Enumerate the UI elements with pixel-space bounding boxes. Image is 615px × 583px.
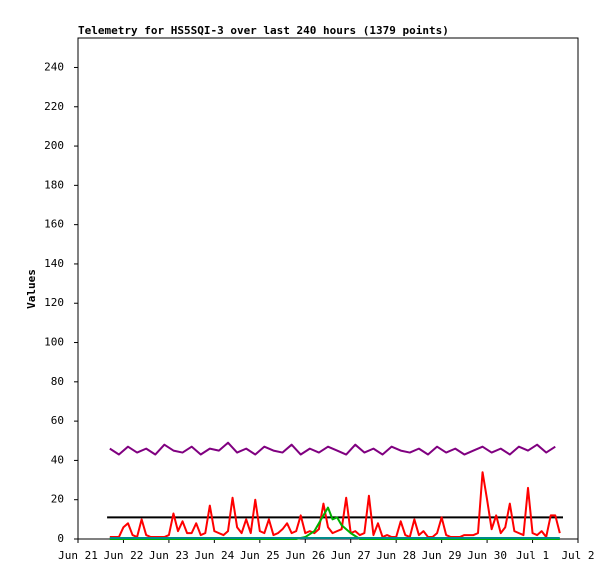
x-tick-label: Jun 23 — [149, 549, 189, 562]
y-tick-label: 40 — [51, 453, 64, 466]
y-axis-label: Values — [25, 269, 38, 309]
y-tick-label: 180 — [44, 178, 64, 191]
y-tick-label: 200 — [44, 139, 64, 152]
x-tick-label: Jun 27 — [331, 549, 371, 562]
x-tick-label: Jul 1 — [516, 549, 549, 562]
x-tick-label: Jun 26 — [285, 549, 325, 562]
x-tick-label: Jun 28 — [376, 549, 416, 562]
plot-frame — [77, 37, 579, 540]
x-tick-label: Jun 21 — [58, 549, 98, 562]
y-tick-label: 140 — [44, 257, 64, 270]
chart-title: Telemetry for HS5SQI-3 over last 240 hou… — [78, 24, 449, 37]
x-tick-label: Jun 24 — [194, 549, 234, 562]
x-tick-label: Jun 29 — [422, 549, 462, 562]
x-tick-label: Jun 25 — [240, 549, 280, 562]
series-line — [109, 441, 556, 456]
y-tick-label: 0 — [57, 532, 64, 545]
y-tick-label: 220 — [44, 100, 64, 113]
x-tick-label: Jun 30 — [467, 549, 507, 562]
y-tick-label: 160 — [44, 218, 64, 231]
x-tick-label: Jun 22 — [104, 549, 144, 562]
y-tick-label: 120 — [44, 296, 64, 309]
y-tick-label: 20 — [51, 493, 64, 506]
y-tick-label: 100 — [44, 336, 64, 349]
y-tick-label: 60 — [51, 414, 64, 427]
x-tick-label: Jul 2 — [561, 549, 594, 562]
series-line — [109, 471, 561, 539]
y-tick-label: 240 — [44, 60, 64, 73]
series-line — [109, 506, 560, 540]
y-tick-label: 80 — [51, 375, 64, 388]
